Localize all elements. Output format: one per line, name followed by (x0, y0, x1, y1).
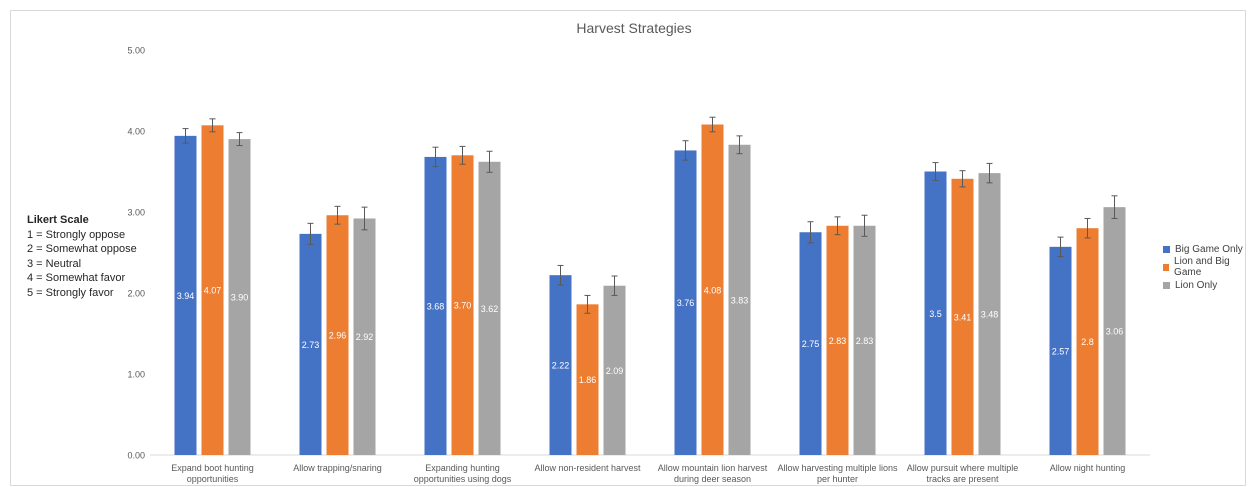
data-label: 2.57 (1052, 346, 1070, 356)
y-tick-label: 0.00 (127, 451, 145, 461)
legend-item-lion-and-big-game: Lion and Big Game (1163, 256, 1248, 278)
bar (603, 285, 626, 455)
data-label: 3.94 (177, 291, 195, 301)
bar (1103, 207, 1126, 455)
bar (201, 125, 224, 455)
data-label: 3.68 (427, 301, 445, 311)
data-label: 4.08 (704, 285, 722, 295)
data-label: 3.48 (981, 310, 999, 320)
bar (174, 135, 197, 456)
data-label: 2.83 (856, 336, 874, 346)
bar (1076, 228, 1099, 455)
legend-label-lion-only: Lion Only (1175, 279, 1218, 291)
data-label: 3.62 (481, 304, 499, 314)
data-label: 2.8 (1081, 337, 1094, 347)
data-label: 3.5 (929, 309, 942, 319)
x-tick-label: Allow mountain lion harvest (658, 463, 768, 473)
likert-scale-line-1: 1 = Strongly oppose (27, 228, 126, 241)
data-label: 3.76 (677, 298, 695, 308)
y-tick-label: 4.00 (127, 127, 145, 137)
data-label: 2.09 (606, 366, 624, 376)
legend-item-lion-only: Lion Only (1163, 276, 1248, 294)
bar (951, 178, 974, 456)
likert-scale-line-2: 2 = Somewhat oppose (27, 243, 137, 255)
x-tick-label: during deer season (674, 474, 751, 484)
legend-swatch-big-game-only (1163, 245, 1170, 253)
bar (826, 225, 849, 455)
legend-label-big-game-only: Big Game Only (1175, 243, 1243, 255)
likert-scale-line-5: 5 = Strongly favor (27, 286, 114, 299)
data-label: 2.75 (802, 339, 820, 349)
bar (228, 139, 251, 455)
bar (576, 304, 599, 455)
x-tick-label: Allow trapping/snaring (293, 463, 382, 473)
x-tick-label: opportunities using dogs (414, 474, 512, 484)
y-tick-label: 1.00 (127, 370, 145, 380)
y-tick-label: 5.00 (127, 46, 145, 56)
legend-item-big-game-only: Big Game Only (1163, 240, 1248, 258)
bar (799, 232, 822, 455)
legend-swatch-lion-and-big-game (1163, 263, 1170, 271)
data-label: 2.22 (552, 361, 570, 371)
x-tick-label: per hunter (817, 474, 858, 484)
bar (924, 171, 947, 455)
legend-swatch-lion-only (1163, 281, 1170, 289)
bar (424, 156, 447, 456)
chart-title: Harvest Strategies (576, 20, 691, 36)
data-label: 2.96 (329, 331, 347, 341)
bar (728, 144, 751, 455)
x-tick-label: Allow pursuit where multiple (907, 463, 1019, 473)
bar (549, 275, 572, 455)
y-tick-label: 3.00 (127, 208, 145, 218)
x-tick-label: Allow non-resident harvest (534, 463, 641, 473)
y-tick-label: 2.00 (127, 289, 145, 299)
bar (701, 124, 724, 456)
data-label: 4.07 (204, 286, 222, 296)
bar (978, 173, 1001, 455)
likert-scale-line-3: 3 = Neutral (27, 257, 82, 270)
chart-frame (10, 10, 1246, 486)
chart-legend: Big Game Only Lion and Big Game Lion Onl… (1163, 240, 1248, 294)
bar (478, 161, 501, 455)
legend-label-lion-and-big-game: Lion and Big Game (1174, 256, 1230, 278)
bar (299, 233, 322, 455)
bar (853, 225, 876, 455)
data-label: 3.90 (231, 293, 249, 303)
data-label: 3.06 (1106, 327, 1124, 337)
data-label: 3.83 (731, 295, 749, 305)
bar (353, 218, 376, 455)
x-tick-label: tracks are present (926, 474, 999, 484)
data-label: 2.73 (302, 340, 320, 350)
bar (1049, 246, 1072, 455)
likert-scale-note: Likert Scale 1 = Strongly oppose 2 = Som… (27, 213, 137, 300)
data-label: 1.86 (579, 375, 597, 385)
data-label: 3.41 (954, 312, 972, 322)
x-tick-label: Allow night hunting (1050, 463, 1126, 473)
likert-scale-heading: Likert Scale (27, 214, 89, 226)
bar (326, 215, 349, 455)
x-tick-label: Allow harvesting multiple lions (777, 463, 898, 473)
x-tick-label: opportunities (187, 474, 239, 484)
data-label: 2.83 (829, 336, 847, 346)
bar (674, 150, 697, 455)
data-label: 2.92 (356, 332, 374, 342)
x-tick-label: Expanding hunting (425, 463, 500, 473)
bar (451, 155, 474, 456)
likert-scale-line-4: 4 = Somewhat favor (27, 272, 126, 284)
data-label: 3.70 (454, 301, 472, 311)
x-tick-label: Expand boot hunting (171, 463, 254, 473)
